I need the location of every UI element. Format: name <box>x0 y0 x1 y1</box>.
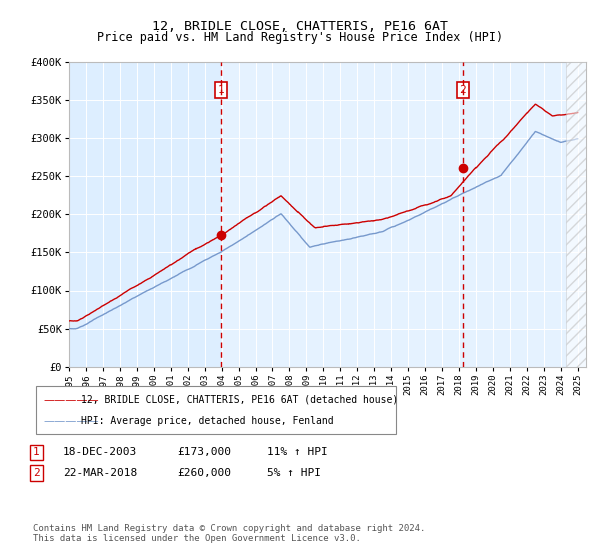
Text: 1: 1 <box>218 85 224 95</box>
Text: 2: 2 <box>460 85 466 95</box>
Text: 12, BRIDLE CLOSE, CHATTERIS, PE16 6AT (detached house): 12, BRIDLE CLOSE, CHATTERIS, PE16 6AT (d… <box>81 395 398 405</box>
Text: —————: ————— <box>43 416 99 426</box>
Text: 22-MAR-2018: 22-MAR-2018 <box>63 468 137 478</box>
Bar <box>566 62 586 367</box>
Text: HPI: Average price, detached house, Fenland: HPI: Average price, detached house, Fenl… <box>81 416 334 426</box>
Text: 2: 2 <box>33 468 40 478</box>
Text: 1: 1 <box>33 447 40 458</box>
Text: £173,000: £173,000 <box>177 447 231 458</box>
Text: 18-DEC-2003: 18-DEC-2003 <box>63 447 137 458</box>
Text: Contains HM Land Registry data © Crown copyright and database right 2024.
This d: Contains HM Land Registry data © Crown c… <box>33 524 425 543</box>
Text: 12, BRIDLE CLOSE, CHATTERIS, PE16 6AT: 12, BRIDLE CLOSE, CHATTERIS, PE16 6AT <box>152 20 448 32</box>
Text: —————: ————— <box>43 395 99 405</box>
Bar <box>221 62 586 367</box>
Text: 11% ↑ HPI: 11% ↑ HPI <box>267 447 328 458</box>
Text: Price paid vs. HM Land Registry's House Price Index (HPI): Price paid vs. HM Land Registry's House … <box>97 31 503 44</box>
Text: £260,000: £260,000 <box>177 468 231 478</box>
Text: 5% ↑ HPI: 5% ↑ HPI <box>267 468 321 478</box>
